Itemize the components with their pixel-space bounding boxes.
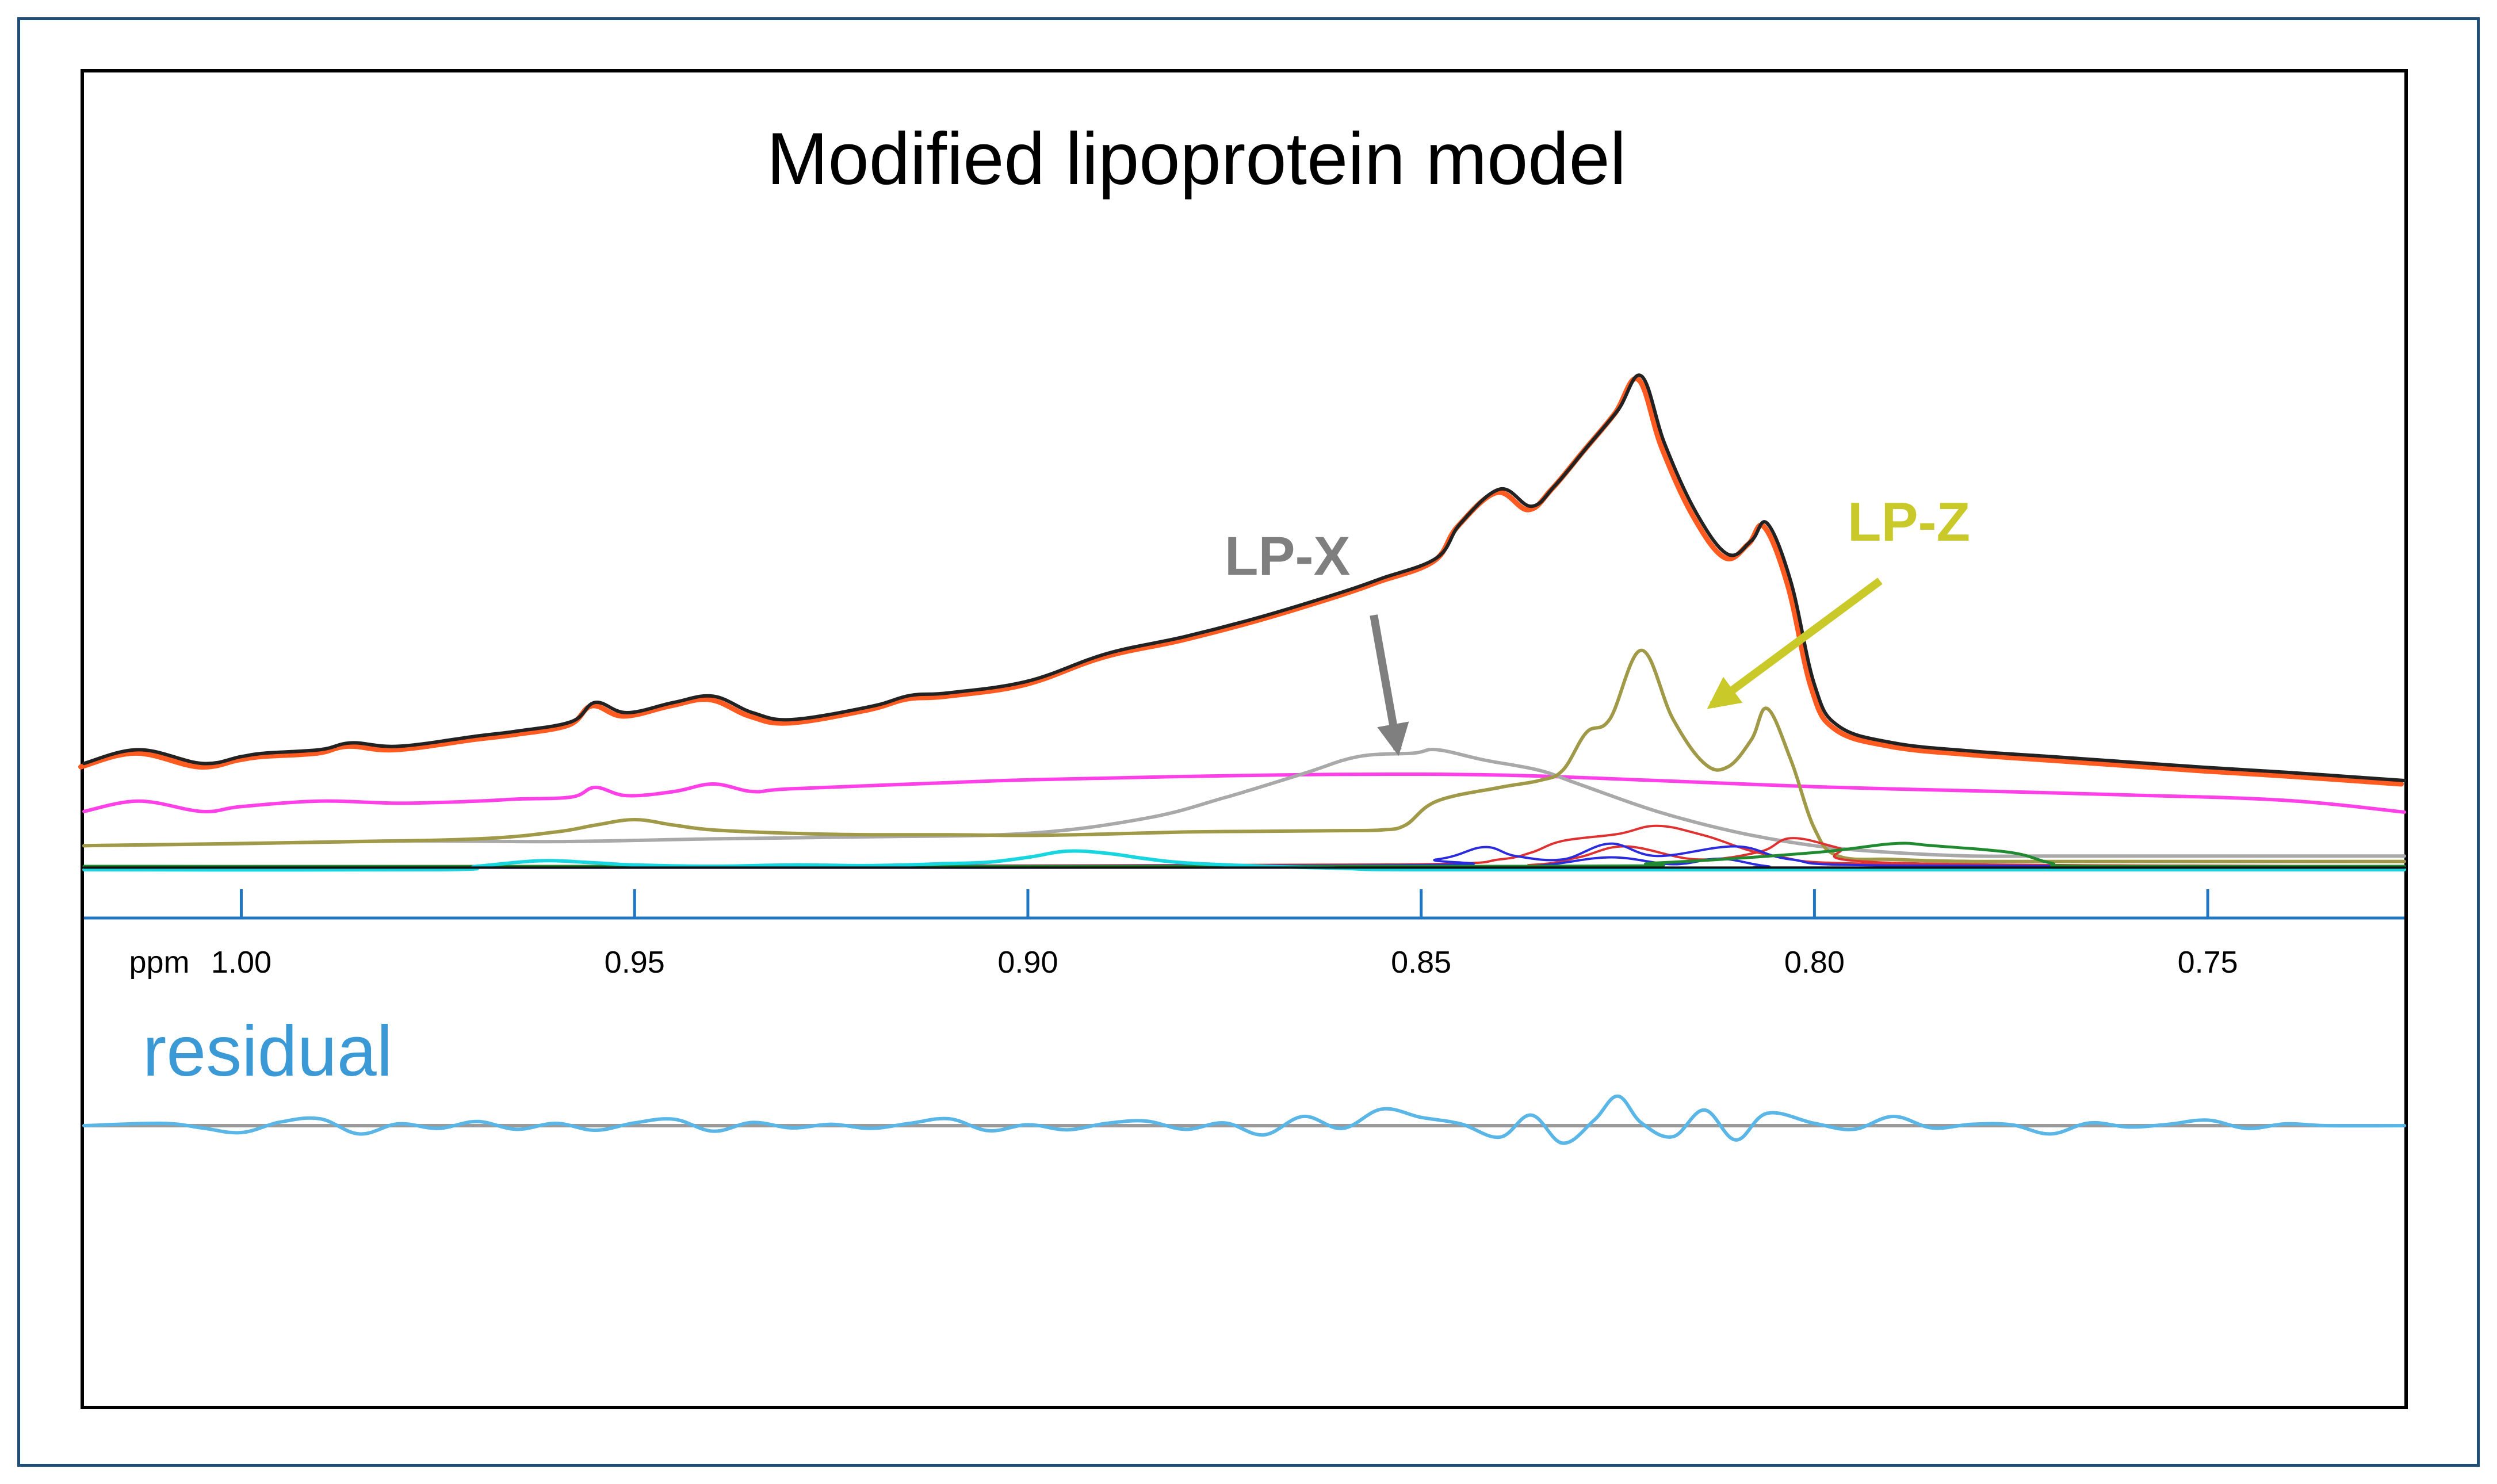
lp-z-label: LP-Z <box>1848 491 1970 553</box>
x-axis-label: ppm <box>129 945 189 980</box>
lp-z-arrow <box>1707 577 1883 709</box>
annotation-layer: LP-X LP-Z <box>1225 491 1970 756</box>
series-magenta-component <box>82 772 2406 814</box>
series-layer <box>78 373 2406 1145</box>
x-tick-label: 0.75 <box>2178 945 2238 980</box>
lp-x-label: LP-X <box>1225 525 1351 587</box>
plot-panel <box>81 69 2408 1409</box>
x-tick-label: 0.85 <box>1391 945 1451 980</box>
series-residual <box>82 1094 2406 1145</box>
series-fit <box>82 373 2406 782</box>
x-tick-label: 1.00 <box>211 945 272 980</box>
lp-x-arrow <box>1370 614 1409 756</box>
series-experimental <box>78 376 2404 787</box>
x-tick-label: 0.90 <box>997 945 1058 980</box>
series-lp-z-component <box>82 648 2406 863</box>
x-tick-label: 0.95 <box>605 945 665 980</box>
x-tick-label: 0.80 <box>1784 945 1845 980</box>
x-axis: 1.00 0.95 0.90 0.85 0.80 0.75 ppm <box>84 889 2404 980</box>
residual-label: residual <box>143 1012 392 1091</box>
series-cyan-component <box>82 849 2406 872</box>
chart-title: Modified lipoprotein model <box>767 118 1626 200</box>
outer-frame <box>17 17 2480 1467</box>
